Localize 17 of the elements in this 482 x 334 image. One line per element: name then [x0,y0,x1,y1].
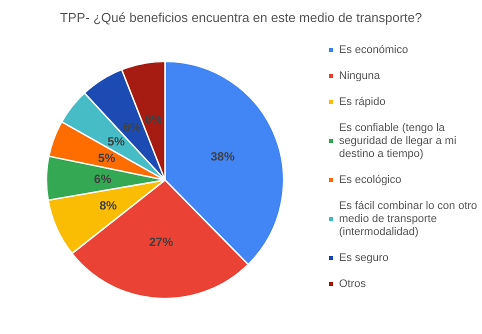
legend-label: Es económico [339,44,408,56]
legend-label: Otros [339,278,366,290]
data-label: 5% [98,151,116,166]
legend-label: Ninguna [339,70,381,82]
legend-label: Es fácil combinar lo con otro medio de transporte (intermodalidad) [339,200,480,238]
legend-label: Es confiable (tengo la seguridad de llegar a mi destino a tiempo) [339,122,460,160]
data-label: 5% [107,134,126,148]
legend-label: Es ecológico [339,174,402,186]
legend-label: Es seguro [339,252,389,264]
data-label: 27% [149,235,174,250]
legend-label: Es rápido [339,96,386,108]
data-label: 6% [144,112,162,126]
data-label: 6% [123,120,141,134]
data-label: 38% [210,149,235,164]
data-label: 8% [99,198,118,212]
chart-title: TPP- ¿Qué beneficios encuentra en este medio de transporte? [60,10,422,25]
data-label: 6% [94,172,112,186]
